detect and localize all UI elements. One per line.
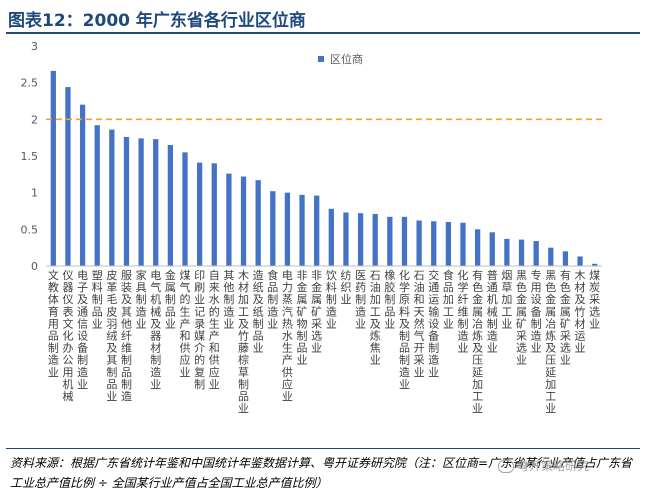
bar — [284, 192, 291, 266]
category-label: 非金属矿采选业 — [311, 269, 322, 355]
category-label: 烟草加工业 — [501, 268, 512, 330]
y-tick-label: 2.5 — [21, 77, 39, 90]
category-label: 食品制造业 — [267, 268, 278, 330]
bar — [548, 247, 554, 266]
bar — [401, 216, 408, 266]
bar — [270, 191, 276, 266]
bar-series — [50, 70, 598, 267]
category-label: 文教体育用品制造业 — [48, 268, 59, 379]
bar — [167, 145, 174, 266]
category-label: 木材及竹材运业 — [575, 269, 586, 355]
bar — [109, 129, 115, 266]
category-label: 印刷业记录媒介的复制 — [194, 269, 205, 391]
category-label: 有色金属冶炼及压延加工业 — [472, 268, 483, 415]
category-label: 皮革毛皮羽绒及其制品业 — [106, 269, 117, 403]
bar — [50, 70, 56, 266]
category-label: 塑料制品业 — [92, 268, 103, 330]
bar — [138, 138, 144, 266]
y-tick-label: 1.5 — [21, 150, 39, 163]
bar — [153, 139, 159, 266]
bar — [387, 216, 393, 266]
bar — [123, 136, 130, 266]
bar — [562, 251, 569, 266]
y-tick-label: 1 — [31, 187, 38, 200]
bar — [299, 194, 305, 266]
category-label: 非金属矿物制品业 — [297, 269, 308, 367]
category-label: 煤气的生产和供应业 — [180, 269, 191, 379]
bar — [460, 222, 466, 266]
category-label: 专用设备制造业 — [531, 268, 542, 355]
bar — [372, 213, 378, 266]
category-label: 自来水的生产和供应业 — [209, 269, 220, 391]
bar — [226, 173, 232, 266]
y-tick-label: 3 — [31, 40, 38, 53]
source-divider — [6, 448, 640, 449]
category-label: 有色金属矿采选业 — [560, 268, 571, 367]
bar — [445, 222, 452, 266]
bar — [79, 104, 86, 267]
bar — [255, 180, 261, 266]
category-label: 黑色金属冶炼及压延加工业 — [545, 269, 556, 415]
bar — [357, 213, 364, 266]
legend: 区位商 — [318, 52, 363, 66]
category-label: 石油和天然气开采业 — [414, 269, 425, 379]
bar — [504, 238, 510, 266]
category-label: 煤炭采选业 — [589, 269, 600, 330]
y-tick-label: 0.5 — [21, 223, 39, 236]
category-label: 黑色金属矿采选业 — [516, 269, 527, 367]
bar — [518, 239, 525, 266]
bar — [240, 176, 247, 266]
source-note: 资料来源：根据广东省统计年鉴和中国统计年鉴数据计算、粤开证券研究院（注：区位商=… — [10, 456, 633, 490]
category-label: 橡胶制品业 — [384, 269, 395, 330]
bar — [196, 162, 203, 266]
legend-swatch — [318, 56, 324, 62]
bar — [94, 125, 100, 266]
bar-chart: 0 0.5 1 1.5 2 2.5 3 文教体育用品制造业仪器仪表文化办公用机械电子及通信设… — [21, 40, 602, 415]
category-label: 电力蒸汽热水生产供应业 — [282, 269, 293, 403]
category-label: 服装及其他纤维制品制造 — [121, 269, 132, 403]
bar — [343, 212, 349, 266]
category-label: 交通运输设备制造业 — [428, 268, 439, 379]
bar — [592, 263, 598, 266]
bar — [474, 229, 481, 266]
category-label: 家具制造业 — [136, 268, 147, 330]
category-label: 饮料制造业 — [326, 269, 337, 330]
watermark-text: 粤开策略研究 — [517, 459, 590, 473]
category-label: 食品加工业 — [443, 268, 454, 330]
bar — [489, 232, 495, 266]
category-label: 电子及通信设备制造业 — [77, 269, 88, 391]
category-label: 电气机械及器材制造业 — [150, 269, 161, 391]
category-label: 医药制造业 — [355, 269, 366, 330]
wechat-icon — [498, 460, 514, 473]
category-label: 造纸及纸制品业 — [253, 268, 264, 355]
y-axis: 0 0.5 1 1.5 2 2.5 3 — [21, 40, 39, 273]
legend-label: 区位商 — [330, 52, 363, 66]
category-label: 纺织业 — [340, 268, 351, 306]
watermark: 粤开策略研究 — [498, 457, 589, 474]
category-label: 石油加工及炼焦业 — [370, 269, 381, 367]
bar — [328, 208, 334, 266]
category-label: 木材加工及竹藤棕草制品业 — [238, 269, 249, 415]
category-label: 化学纤维制造业 — [458, 268, 469, 355]
bar — [533, 241, 539, 266]
title-divider — [6, 32, 640, 34]
category-label: 普通机械制造业 — [487, 268, 498, 355]
bar — [65, 87, 71, 266]
figure-title: 图表12：2000 年广东省各行业区位商 — [8, 11, 306, 31]
bar — [211, 163, 217, 266]
category-label: 仪器仪表文化办公用机械 — [62, 269, 73, 403]
bar — [431, 221, 437, 266]
category-label: 金属制品业 — [165, 268, 176, 330]
bar — [314, 195, 320, 266]
y-tick-label: 2 — [31, 113, 38, 126]
bar — [182, 152, 188, 266]
bar — [416, 220, 422, 266]
bar — [577, 256, 583, 266]
x-axis-labels: 文教体育用品制造业仪器仪表文化办公用机械电子及通信设备制造业塑料制品业皮革毛皮羽… — [48, 268, 600, 415]
y-tick-label: 0 — [31, 260, 38, 273]
category-label: 其他制造业 — [223, 269, 234, 330]
category-label: 化学原料及制品制造业 — [399, 268, 410, 391]
